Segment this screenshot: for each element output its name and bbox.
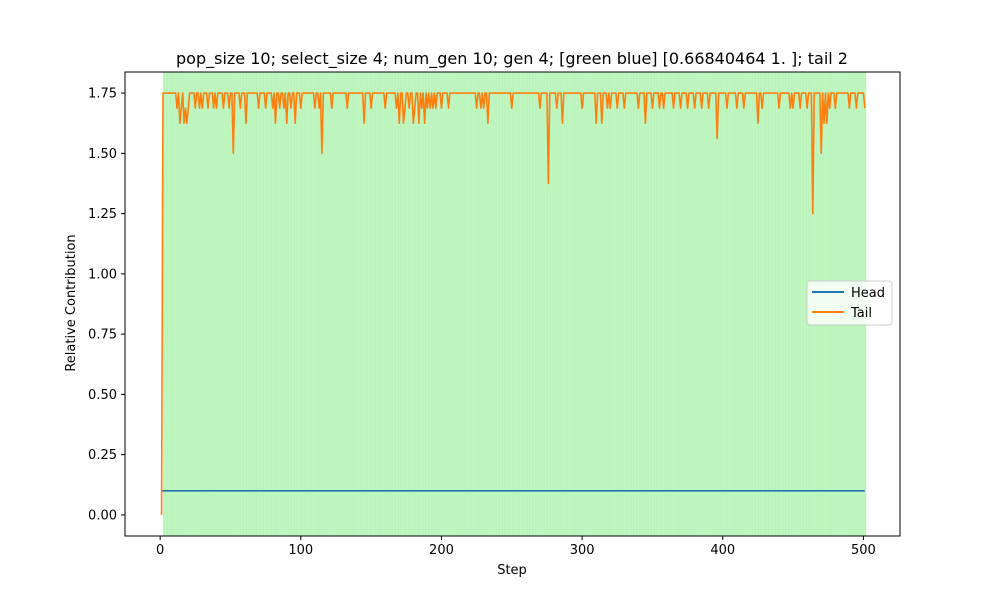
x-tick-label: 100: [288, 543, 313, 558]
legend: Head Tail: [806, 280, 893, 326]
x-tick-label: 500: [851, 543, 876, 558]
y-tick-label: 0.50: [88, 388, 117, 403]
x-axis-ticks: 0 100 200 300 400 500: [156, 536, 876, 558]
x-tick-label: 400: [710, 543, 735, 558]
y-tick-label: 1.25: [88, 207, 117, 222]
x-axis-label: Step: [497, 563, 527, 578]
y-tick-label: 1.75: [88, 87, 117, 102]
x-tick-label: 200: [429, 543, 454, 558]
y-tick-label: 1.50: [88, 147, 117, 162]
legend-label-tail: Tail: [850, 306, 872, 321]
highlight-band: [162, 72, 867, 536]
x-tick-label: 0: [156, 543, 164, 558]
y-axis-ticks: 0.00 0.25 0.50 0.75 1.00 1.25 1.50 1.75: [88, 87, 125, 523]
chart-title: pop_size 10; select_size 4; num_gen 10; …: [176, 49, 848, 69]
legend-label-head: Head: [851, 286, 885, 301]
axes-frame: [124, 71, 901, 537]
series-layer: [160, 92, 866, 515]
y-tick-label: 0.25: [88, 448, 117, 463]
x-tick-label: 300: [570, 543, 595, 558]
y-tick-label: 0.00: [88, 508, 117, 523]
y-tick-label: 1.00: [88, 267, 117, 282]
y-axis-label: Relative Contribution: [64, 234, 79, 371]
series-line-tail: [160, 92, 866, 515]
highlight-band-layer: [162, 72, 867, 536]
y-tick-label: 0.75: [88, 328, 117, 343]
